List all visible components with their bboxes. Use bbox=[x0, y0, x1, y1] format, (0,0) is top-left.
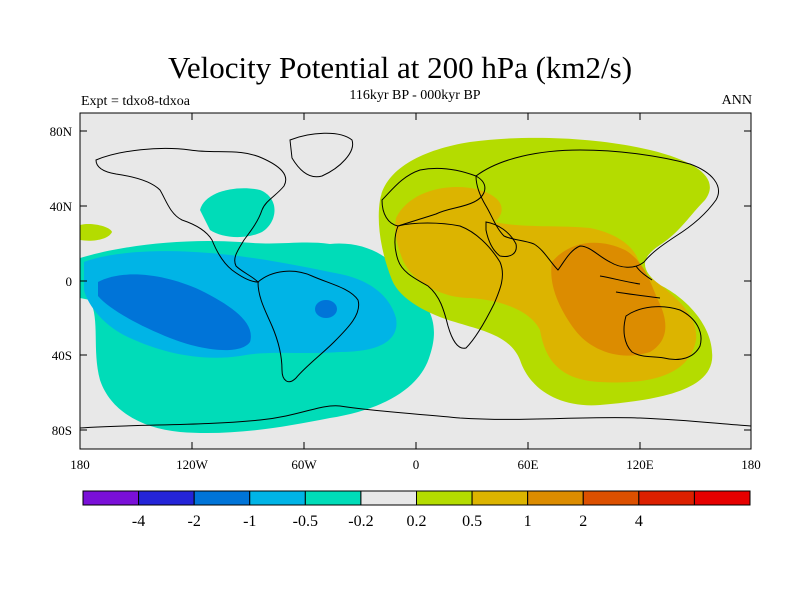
lon-tick-marks bbox=[191, 113, 641, 449]
coastlines bbox=[80, 132, 751, 429]
colorbar-label: 4 bbox=[635, 513, 643, 530]
colorbar-swatch bbox=[360, 490, 417, 506]
colorbar-label: -4 bbox=[132, 513, 145, 530]
coast-indonesia bbox=[599, 265, 661, 299]
contour-positive-west-edge bbox=[80, 223, 112, 241]
colorbar-swatch bbox=[693, 490, 751, 506]
colorbar-label: 0.2 bbox=[407, 513, 427, 530]
coast-arabia bbox=[485, 221, 517, 257]
coast-africa bbox=[394, 222, 503, 349]
map-subtitle: 116kyr BP - 000kyr BP bbox=[349, 88, 481, 103]
contour-negative-core bbox=[98, 274, 251, 351]
lon-tick-label: 60W bbox=[291, 457, 317, 472]
lon-tick-labels: 180 120W 60W 0 60E 120E 180 bbox=[70, 457, 761, 472]
colorbar-label: -0.2 bbox=[348, 513, 373, 530]
lat-tick-marks bbox=[80, 130, 751, 431]
lon-tick-label: 180 bbox=[741, 457, 761, 472]
map-title: Velocity Potential at 200 hPa (km2/s) bbox=[167, 50, 633, 85]
colorbar-label: 1 bbox=[524, 513, 532, 530]
lat-tick-label: 80N bbox=[50, 124, 73, 139]
colorbar-swatch bbox=[582, 490, 640, 506]
lon-tick-label: 0 bbox=[413, 457, 420, 472]
colorbar-swatch bbox=[638, 490, 695, 506]
lat-tick-label: 40S bbox=[52, 348, 72, 363]
lat-tick-labels: 80N 40N 0 40S 80S bbox=[50, 124, 73, 438]
lat-tick-label: 0 bbox=[66, 274, 73, 289]
colorbar-label: -0.5 bbox=[293, 513, 318, 530]
coast-south-america bbox=[257, 270, 360, 383]
colorbar-swatch bbox=[527, 490, 584, 506]
colorbar-swatch bbox=[416, 490, 473, 506]
colorbar-swatch bbox=[138, 490, 195, 506]
coast-australia bbox=[623, 306, 702, 360]
colorbar-labels: -4 -2 -1 -0.5 -0.2 0.2 0.5 1 2 4 bbox=[132, 513, 643, 530]
contour-positive-core bbox=[551, 242, 666, 356]
colorbar-label: -1 bbox=[243, 513, 256, 530]
colorbar-swatch bbox=[249, 490, 306, 506]
lat-tick-label: 40N bbox=[50, 199, 73, 214]
coast-antarctica bbox=[80, 405, 751, 429]
coast-north-america bbox=[95, 148, 287, 283]
colorbar-label: 2 bbox=[579, 513, 587, 530]
lon-tick-label: 120E bbox=[626, 457, 654, 472]
colorbar bbox=[82, 490, 751, 506]
contour-north-atlantic bbox=[200, 188, 275, 238]
coast-asia bbox=[475, 149, 719, 271]
colorbar-swatch bbox=[193, 490, 251, 506]
colorbar-swatch bbox=[304, 490, 362, 506]
contour-fields bbox=[80, 137, 713, 434]
colorbar-swatch bbox=[471, 490, 529, 506]
lat-tick-label: 80S bbox=[52, 423, 72, 438]
lon-tick-label: 180 bbox=[70, 457, 90, 472]
lon-tick-label: 60E bbox=[518, 457, 539, 472]
contour-negative-core-brazil bbox=[315, 300, 337, 318]
lon-tick-label: 120W bbox=[176, 457, 209, 472]
colorbar-label: 0.5 bbox=[462, 513, 482, 530]
colorbar-label: -2 bbox=[188, 513, 201, 530]
colorbar-swatch bbox=[82, 490, 140, 506]
experiment-label: Expt = tdxo8-tdxoa bbox=[81, 94, 190, 109]
season-label: ANN bbox=[721, 93, 752, 108]
coast-greenland bbox=[289, 132, 354, 178]
